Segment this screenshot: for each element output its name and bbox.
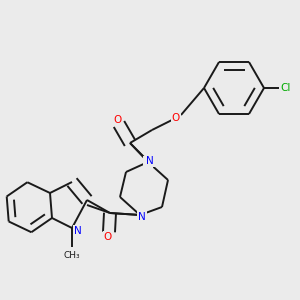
Text: N: N [138,212,146,222]
Text: CH₃: CH₃ [64,251,80,260]
Text: Cl: Cl [281,83,291,93]
Text: N: N [74,226,82,236]
Text: O: O [172,113,180,123]
Text: N: N [144,157,152,167]
Text: N: N [146,156,154,166]
Text: O: O [113,115,121,125]
Text: O: O [104,232,112,242]
